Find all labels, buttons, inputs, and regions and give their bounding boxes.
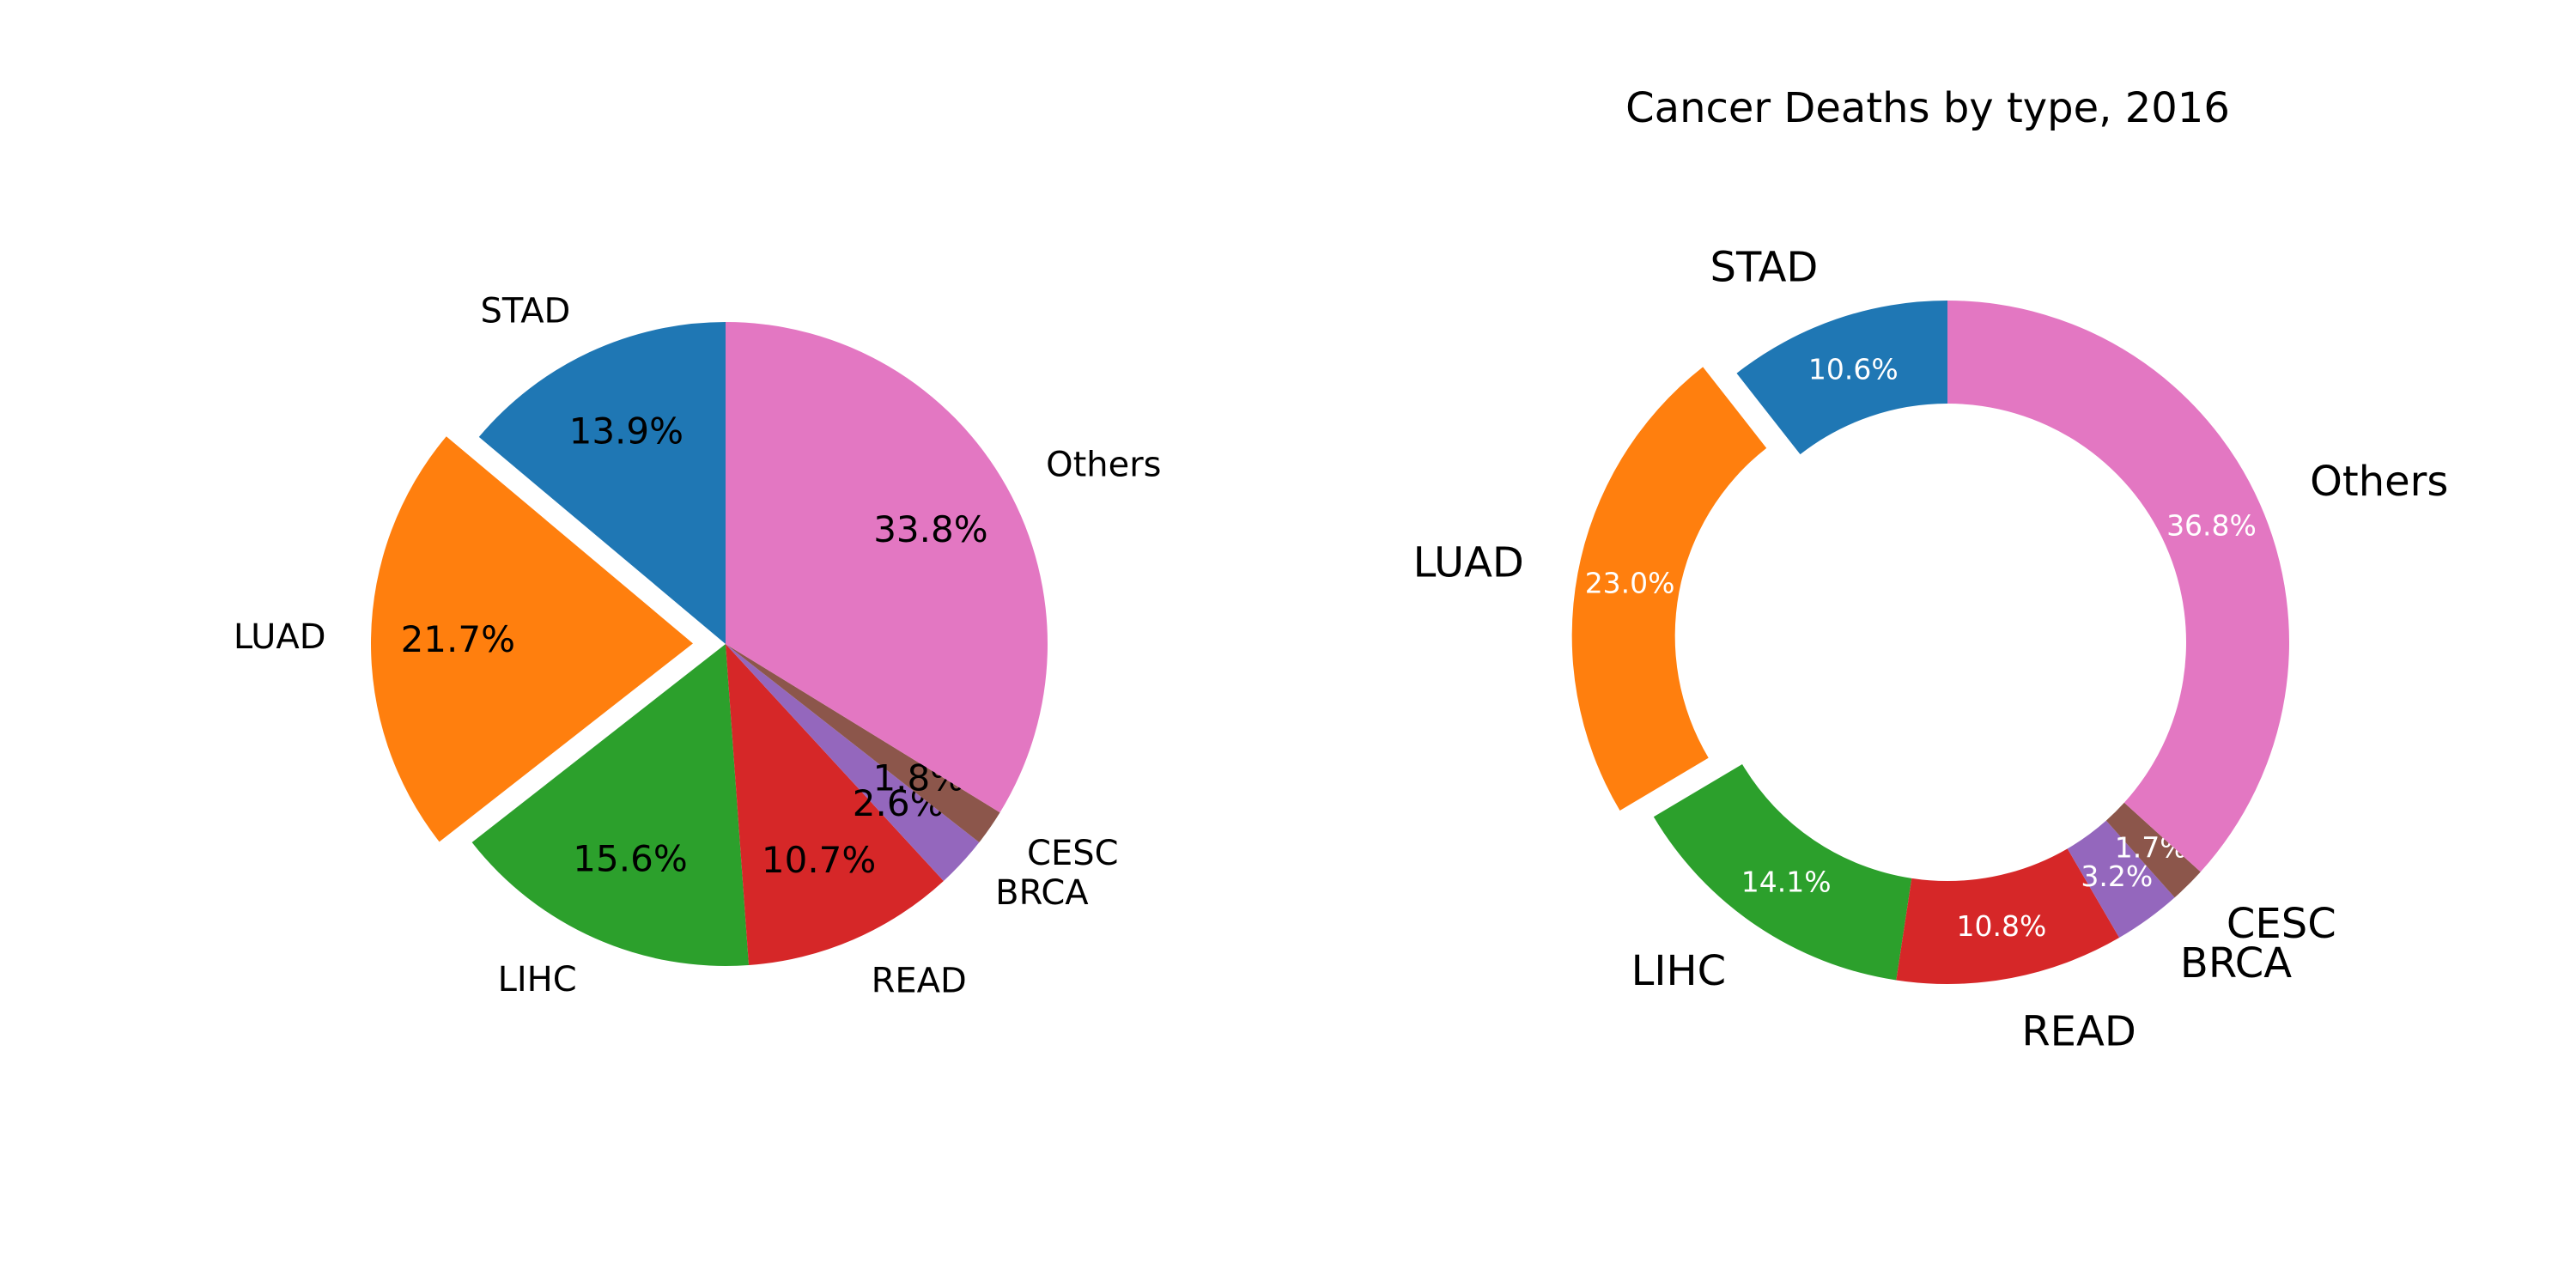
slice-label-read: READ <box>2021 1008 2136 1056</box>
slice-pct-others: 33.8% <box>873 508 987 550</box>
chart-title: Cancer Deaths by type, 2016 <box>1625 84 2230 132</box>
slice-label-read: READ <box>872 961 967 1000</box>
slice-pct-read: 10.8% <box>1956 909 2046 943</box>
slice-label-cesc: CESC <box>2227 900 2336 948</box>
slice-label-stad: STAD <box>480 292 570 331</box>
slice-pct-brca: 3.2% <box>2081 860 2153 893</box>
pie-slice-read <box>1896 848 2120 984</box>
pie-slice-lihc <box>1653 764 1912 981</box>
pie-slice-stad <box>1736 301 1947 455</box>
slice-label-cesc: CESC <box>1027 834 1119 873</box>
slice-pct-others: 36.8% <box>2166 508 2257 542</box>
pie-slice-others <box>1947 301 2290 872</box>
slice-pct-lihc: 15.6% <box>573 838 687 880</box>
slice-label-lihc: LIHC <box>1631 947 1727 995</box>
pie-slice-lihc <box>471 644 750 966</box>
slice-label-luad: LUAD <box>1413 539 1524 587</box>
pie-slice-stad <box>478 322 726 644</box>
slice-label-brca: BRCA <box>2180 939 2292 987</box>
donut-chart-right: Cancer Deaths by type, 2016 STAD 10.6% LUA… <box>1413 84 2449 1056</box>
slice-label-brca: BRCA <box>995 873 1089 913</box>
pie-slice-cesc <box>2105 802 2201 898</box>
slice-pct-luad: 21.7% <box>401 618 515 660</box>
pie-chart-left: STAD 13.9% LUAD 21.7% LIHC 15.6% READ 10.7% BRCA… <box>234 292 1162 1001</box>
slice-label-others: Others <box>1046 445 1161 484</box>
slice-pct-stad: 10.6% <box>1808 353 1899 386</box>
slice-pct-lihc: 14.1% <box>1741 865 1832 898</box>
slice-pct-luad: 23.0% <box>1585 566 1675 599</box>
pie-slice-cesc <box>726 644 1000 843</box>
slice-pct-stad: 13.9% <box>569 410 683 452</box>
pie-slice-read <box>726 644 944 966</box>
slice-label-luad: LUAD <box>234 617 326 657</box>
slice-label-lihc: LIHC <box>498 960 577 999</box>
slice-label-others: Others <box>2310 458 2448 506</box>
pie-slice-brca <box>726 644 980 881</box>
pie-slice-brca <box>2067 820 2175 939</box>
slice-label-stad: STAD <box>1710 244 1819 292</box>
slice-pct-read: 10.7% <box>762 839 876 881</box>
pie-slice-luad <box>371 436 694 842</box>
pie-slice-luad <box>1571 367 1767 811</box>
pie-slice-others <box>726 322 1048 813</box>
